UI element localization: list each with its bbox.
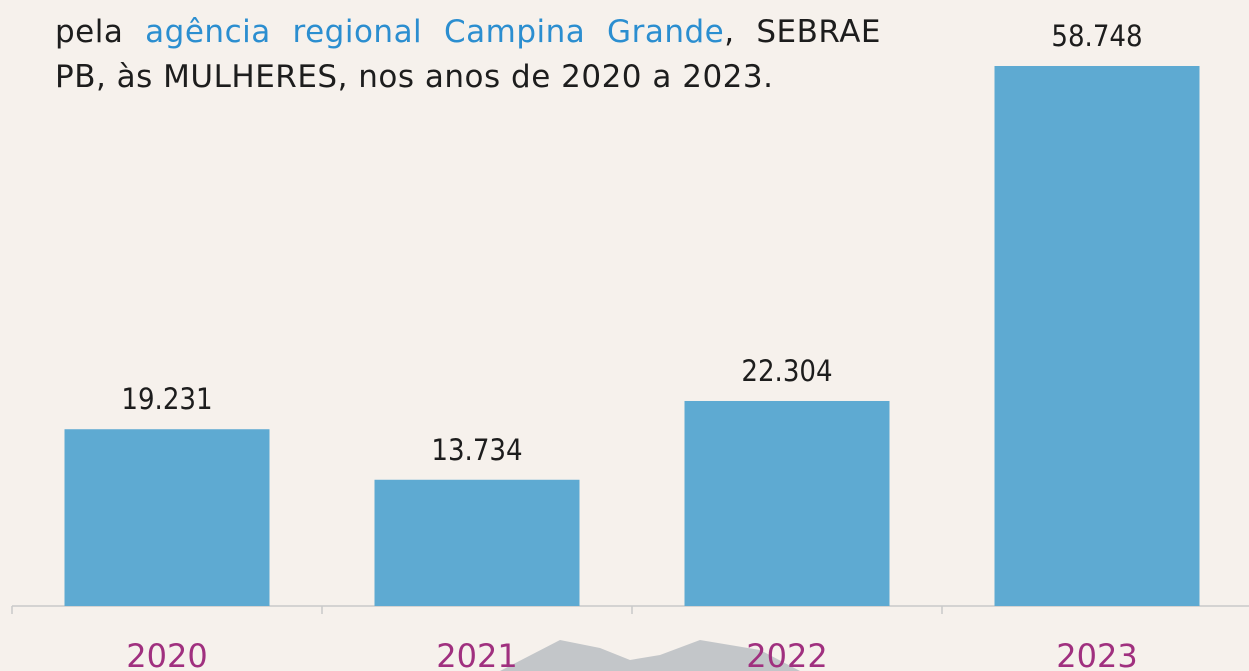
bar — [684, 400, 890, 606]
value-label: 22.304 — [741, 354, 832, 388]
x-tick-label: 2021 — [436, 637, 517, 671]
value-label: 58.748 — [1051, 19, 1142, 53]
title-part: , SEBRAE PB, às MULHERES, nos anos de 20… — [55, 14, 881, 95]
x-tick-label: 2020 — [126, 637, 207, 671]
x-tick-label: 2023 — [1056, 637, 1137, 671]
title-part: pela — [55, 14, 124, 50]
value-label: 13.734 — [431, 433, 522, 467]
x-tick-label: 2022 — [746, 637, 827, 671]
bar — [994, 66, 1200, 606]
bar — [374, 479, 580, 606]
decoration — [500, 640, 800, 671]
value-label: 19.231 — [121, 382, 212, 416]
chart-title: pela agência regional Campina Grande, SE… — [55, 10, 881, 100]
title-highlight: agência regional Campina Grande — [145, 14, 725, 50]
bar — [64, 429, 270, 606]
